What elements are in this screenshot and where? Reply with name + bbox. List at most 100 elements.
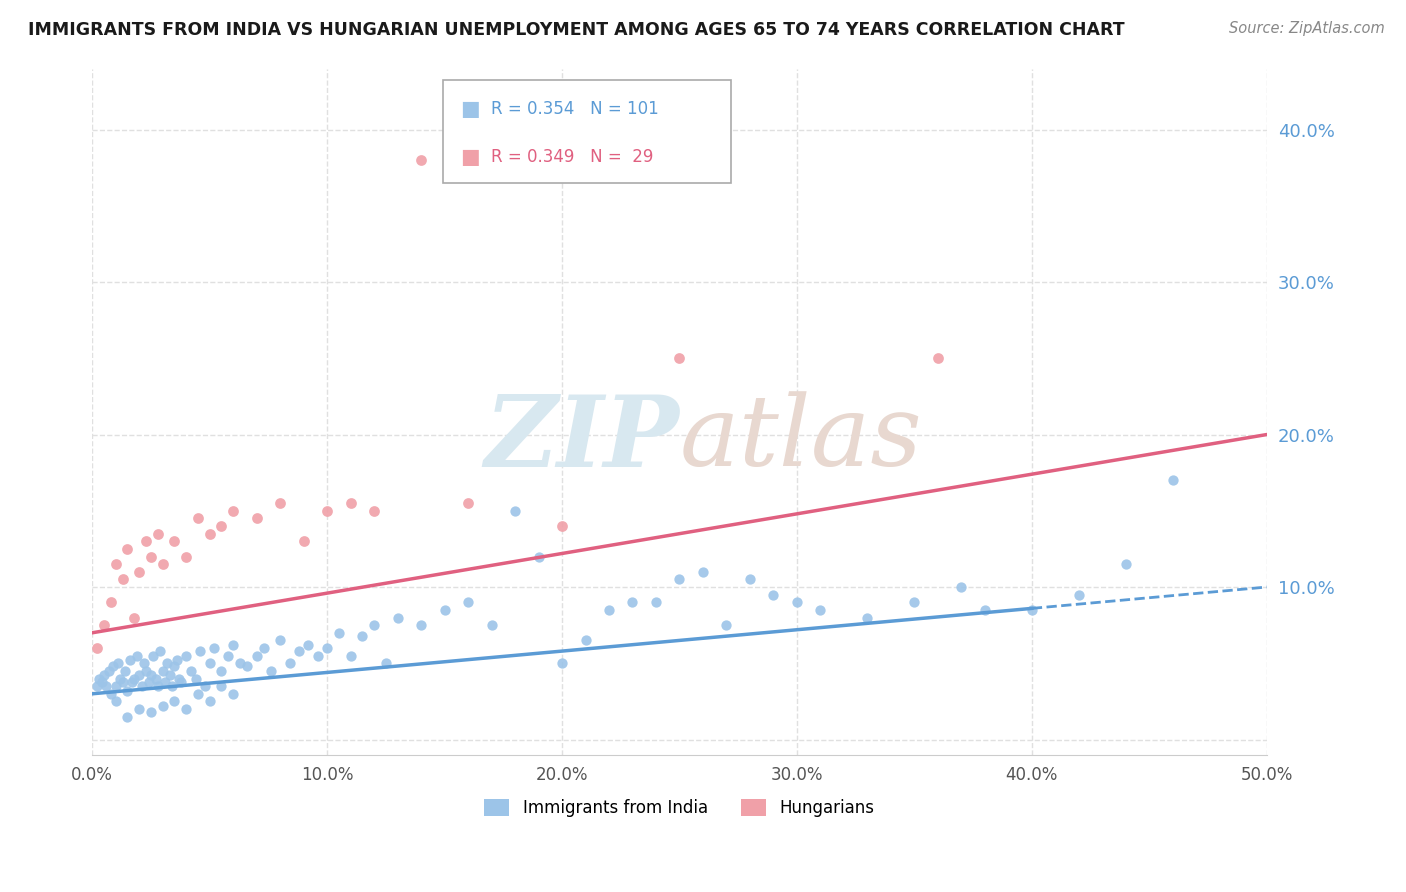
Point <box>149 644 172 658</box>
Point <box>160 679 183 693</box>
Point <box>598 603 620 617</box>
Point <box>96 679 118 693</box>
Point <box>198 694 221 708</box>
Text: atlas: atlas <box>679 392 922 487</box>
Point <box>551 657 574 671</box>
Point <box>621 595 644 609</box>
Point <box>89 672 111 686</box>
Point <box>132 657 155 671</box>
Point <box>128 702 150 716</box>
Point <box>1067 588 1090 602</box>
Point <box>194 679 217 693</box>
Point <box>135 534 157 549</box>
Point <box>163 659 186 673</box>
Legend: Immigrants from India, Hungarians: Immigrants from India, Hungarians <box>478 792 882 823</box>
Point <box>100 687 122 701</box>
Point <box>903 595 925 609</box>
Point <box>152 698 174 713</box>
Point <box>1115 557 1137 571</box>
Text: R = 0.349   N =  29: R = 0.349 N = 29 <box>491 148 652 166</box>
Point <box>90 674 112 689</box>
Point <box>121 674 143 689</box>
Point <box>163 694 186 708</box>
Point <box>166 653 188 667</box>
Point <box>409 153 432 167</box>
Point <box>236 659 259 673</box>
Point <box>668 573 690 587</box>
Point <box>316 641 339 656</box>
Point <box>363 618 385 632</box>
Point <box>229 657 252 671</box>
Point <box>111 573 134 587</box>
Text: IMMIGRANTS FROM INDIA VS HUNGARIAN UNEMPLOYMENT AMONG AGES 65 TO 74 YEARS CORREL: IMMIGRANTS FROM INDIA VS HUNGARIAN UNEMP… <box>28 21 1125 38</box>
Point <box>174 702 197 716</box>
Point <box>153 674 176 689</box>
Point <box>339 648 361 663</box>
Point <box>645 595 668 609</box>
Point <box>104 694 127 708</box>
Point <box>187 511 209 525</box>
Point <box>128 668 150 682</box>
Point <box>246 511 269 525</box>
Point <box>145 672 167 686</box>
Point <box>481 618 503 632</box>
Point <box>433 603 456 617</box>
Point <box>856 610 879 624</box>
Point <box>135 664 157 678</box>
Point <box>260 664 283 678</box>
Point <box>170 674 193 689</box>
Point <box>762 588 785 602</box>
Point <box>93 668 115 682</box>
Point <box>574 633 596 648</box>
Point <box>139 668 162 682</box>
Point <box>278 657 301 671</box>
Point <box>138 674 160 689</box>
Point <box>292 534 315 549</box>
Point <box>180 664 202 678</box>
Point <box>209 679 232 693</box>
Point <box>339 496 361 510</box>
Point <box>222 504 245 518</box>
Point <box>104 679 127 693</box>
Point <box>188 644 211 658</box>
Point <box>107 657 129 671</box>
Point <box>86 641 108 656</box>
Point <box>810 603 832 617</box>
Point <box>117 683 139 698</box>
Point <box>97 664 120 678</box>
Point <box>118 653 141 667</box>
Point <box>117 541 139 556</box>
Point <box>202 641 225 656</box>
Point <box>222 638 245 652</box>
Point <box>110 672 132 686</box>
Point <box>146 679 169 693</box>
Point <box>139 549 162 564</box>
Point <box>950 580 973 594</box>
Point <box>146 526 169 541</box>
Text: ■: ■ <box>460 99 479 119</box>
Point <box>184 672 207 686</box>
Point <box>409 618 432 632</box>
Point <box>117 709 139 723</box>
Point <box>159 668 181 682</box>
Text: ■: ■ <box>460 147 479 167</box>
Point <box>551 519 574 533</box>
Point <box>387 610 409 624</box>
Point <box>209 519 232 533</box>
Point <box>269 633 291 648</box>
Point <box>114 664 136 678</box>
Point <box>187 687 209 701</box>
Point <box>738 573 761 587</box>
Point <box>927 351 949 366</box>
Point <box>668 351 690 366</box>
Point <box>198 526 221 541</box>
Point <box>111 674 134 689</box>
Point <box>139 705 162 719</box>
Point <box>163 534 186 549</box>
Point <box>198 657 221 671</box>
Point <box>156 657 179 671</box>
Point <box>374 657 396 671</box>
Point <box>786 595 808 609</box>
Point <box>174 648 197 663</box>
Point <box>86 679 108 693</box>
